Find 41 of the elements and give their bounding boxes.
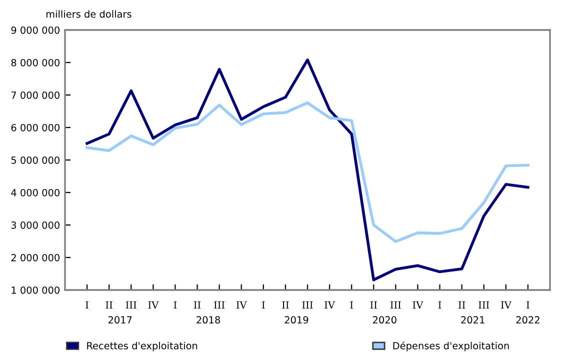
text: 2021: [461, 316, 484, 324]
y-tick-label: 1 000 000: [12, 286, 60, 294]
x-tick-label: IV: [501, 301, 512, 308]
text: 2019: [284, 316, 308, 324]
x-tick-label: III: [126, 301, 136, 308]
y-tick-label: 2 000 000: [11, 254, 60, 262]
x-tick-label: IV: [236, 301, 247, 308]
text: 2020: [373, 316, 396, 324]
y-tick-label: 3 000 000: [11, 221, 60, 229]
x-tick-label: II: [370, 301, 377, 308]
x-tick-label: II: [106, 301, 112, 308]
y-tick-label: 9 000 000: [11, 26, 60, 34]
legend-label: Dépenses d'exploitation: [393, 341, 509, 352]
x-tick-label: I: [174, 301, 177, 308]
line-series: [86, 58, 530, 282]
x-tick-label: I: [438, 301, 442, 308]
x-tick-label: III: [478, 301, 490, 308]
x-tick-label: I: [262, 301, 265, 308]
y-tick-label: 7 000 000: [11, 91, 60, 99]
y-tick-label: 6 000 000: [11, 124, 60, 132]
x-tick-label: I: [526, 301, 530, 308]
y-tick-label: 8 000 000: [11, 58, 60, 66]
x-tick-label: III: [214, 301, 225, 308]
x-tick-label: I: [86, 301, 88, 308]
x-tick-label: IV: [148, 301, 159, 308]
text: 2017: [108, 316, 132, 324]
x-tick-label: II: [194, 301, 201, 308]
text: 2018: [196, 316, 220, 324]
x-tick-label: IV: [324, 301, 336, 308]
x-tick-label: II: [282, 301, 289, 308]
y-tick-label: 4 000 000: [11, 188, 60, 196]
y-tick-label: 5 000 000: [11, 156, 60, 164]
y-axis-title: milliers de dollars: [46, 10, 132, 18]
x-tick-label: I: [350, 301, 353, 308]
x-tick-label: IV: [412, 301, 424, 308]
legend-label: Recettes d'exploitation: [87, 342, 198, 352]
line-series: [86, 101, 530, 243]
x-tick-label: III: [390, 301, 401, 308]
text: 2022: [516, 316, 540, 324]
x-tick-label: II: [458, 301, 466, 308]
x-tick-label: III: [302, 301, 313, 308]
